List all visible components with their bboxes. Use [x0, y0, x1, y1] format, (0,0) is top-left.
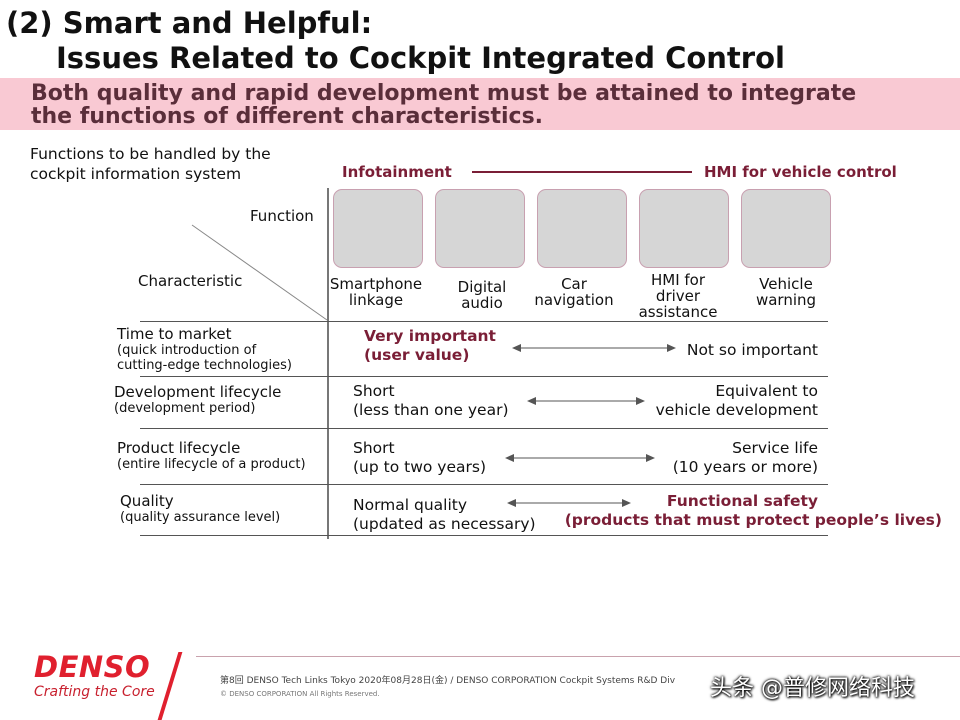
- characteristic-label: Characteristic: [138, 272, 243, 290]
- row-label-title: Development lifecycle: [114, 383, 282, 401]
- product-lifecycle-right: Service life (10 years or more): [673, 439, 818, 477]
- time-to-market-right: Not so important: [686, 341, 818, 359]
- double-arrow-time-to-market: [512, 344, 676, 352]
- function-name-line1: Car: [561, 275, 587, 293]
- function-label-smartphone: Smartphone linkage: [324, 276, 428, 308]
- table-vertical-divider: [327, 188, 329, 539]
- banner-line1: Both quality and rapid development must …: [31, 81, 857, 106]
- footer-event-text: 第8回 DENSO Tech Links Tokyo 2020年08月28日(金…: [220, 676, 676, 686]
- function-name-line1: Digital: [457, 278, 507, 296]
- watermark-text: 头条 @普修网络科技: [710, 676, 915, 701]
- function-name-line2: audio: [461, 294, 503, 312]
- function-name-line3: assistance: [638, 303, 718, 321]
- row-label-quality: Quality (quality assurance level): [120, 492, 281, 526]
- function-name-line1: HMI for: [650, 271, 706, 289]
- time-to-market-left: Very important (user value): [364, 327, 496, 365]
- row-label-title: Quality: [120, 492, 174, 510]
- value-line1: Short: [353, 439, 395, 457]
- quality-right-title: Functional safety: [666, 492, 818, 510]
- row-divider: [140, 535, 828, 536]
- value-line2: (less than one year): [353, 401, 509, 419]
- row-divider: [140, 376, 828, 377]
- intro-text: Functions to be handled by the cockpit i…: [30, 144, 271, 184]
- function-label-hmi-driver: HMI for driver assistance: [626, 272, 730, 320]
- row-label-sub: (development period): [114, 401, 256, 416]
- footer-copyright: © DENSO CORPORATION All Rights Reserved.: [220, 690, 380, 698]
- function-label-digital-audio: Digital audio: [430, 279, 534, 311]
- row-divider: [140, 321, 828, 322]
- function-label-vehicle-warning: Vehicle warning: [734, 276, 838, 308]
- value-line2: vehicle development: [655, 401, 818, 419]
- function-label: Function: [250, 207, 314, 225]
- footer-divider: [196, 656, 960, 657]
- row-label-time-to-market: Time to market (quick introduction of cu…: [117, 325, 292, 374]
- double-arrow-product: [505, 454, 655, 462]
- logo-tagline: Crafting the Core: [34, 684, 155, 700]
- function-name-line1: Smartphone: [329, 275, 423, 293]
- value-line1: Normal quality: [353, 496, 468, 514]
- function-label-car-navigation: Car navigation: [522, 276, 626, 308]
- hmi-vehicle-control-label: HMI for vehicle control: [704, 163, 897, 181]
- development-lifecycle-left: Short (less than one year): [353, 382, 509, 420]
- value-line2: (updated as necessary): [353, 515, 536, 533]
- value-line1: Service life: [732, 439, 818, 457]
- intro-line1: Functions to be handled by the: [30, 145, 271, 163]
- quality-right-sub: (products that must protect people’s liv…: [564, 511, 942, 529]
- function-tile-hmi-driver: [639, 189, 729, 268]
- function-tile-digital-audio: [435, 189, 525, 268]
- intro-line2: cockpit information system: [30, 165, 242, 183]
- row-label-sub: (quality assurance level): [120, 510, 281, 525]
- value-line1: Short: [353, 382, 395, 400]
- function-tile-car-navigation: [537, 189, 627, 268]
- double-arrow-development: [527, 397, 645, 405]
- diagonal-line: [191, 224, 328, 321]
- double-arrow-quality: [507, 499, 631, 507]
- value-line2: (10 years or more): [672, 458, 818, 476]
- value-line2: (user value): [364, 346, 470, 364]
- development-lifecycle-right: Equivalent to vehicle development: [656, 382, 818, 420]
- function-name-line2: warning: [755, 291, 817, 309]
- function-name-line2: navigation: [534, 291, 614, 309]
- row-divider: [140, 484, 828, 485]
- slide-title-line2: Issues Related to Cockpit Integrated Con…: [56, 41, 785, 75]
- row-label-development-lifecycle: Development lifecycle (development perio…: [114, 383, 282, 417]
- quality-left: Normal quality (updated as necessary): [353, 496, 536, 534]
- function-tile-smartphone: [333, 189, 423, 268]
- row-label-sub: cutting-edge technologies): [117, 358, 292, 373]
- row-label-sub: (entire lifecycle of a product): [117, 457, 306, 472]
- row-label-product-lifecycle: Product lifecycle (entire lifecycle of a…: [117, 439, 306, 473]
- infotainment-label: Infotainment: [342, 163, 452, 181]
- function-tile-vehicle-warning: [741, 189, 831, 268]
- denso-logo: DENSO: [34, 650, 151, 684]
- slide-title-line1: (2) Smart and Helpful:: [6, 6, 373, 40]
- banner-line2: the functions of different characteristi…: [31, 104, 544, 129]
- row-label-title: Product lifecycle: [117, 439, 241, 457]
- highlight-banner: [0, 78, 960, 130]
- function-name-line2: driver: [655, 287, 701, 305]
- row-divider: [140, 428, 828, 429]
- function-name-line2: linkage: [348, 291, 404, 309]
- row-label-sub: (quick introduction of: [117, 343, 257, 358]
- banner-text: Both quality and rapid development must …: [31, 82, 856, 128]
- product-lifecycle-left: Short (up to two years): [353, 439, 486, 477]
- value-line1: Equivalent to: [715, 382, 818, 400]
- row-label-title: Time to market: [117, 325, 232, 343]
- value-line2: (up to two years): [353, 458, 486, 476]
- value-line1: Very important: [364, 327, 496, 345]
- function-name-line1: Vehicle: [759, 275, 813, 293]
- spectrum-line: [472, 171, 692, 173]
